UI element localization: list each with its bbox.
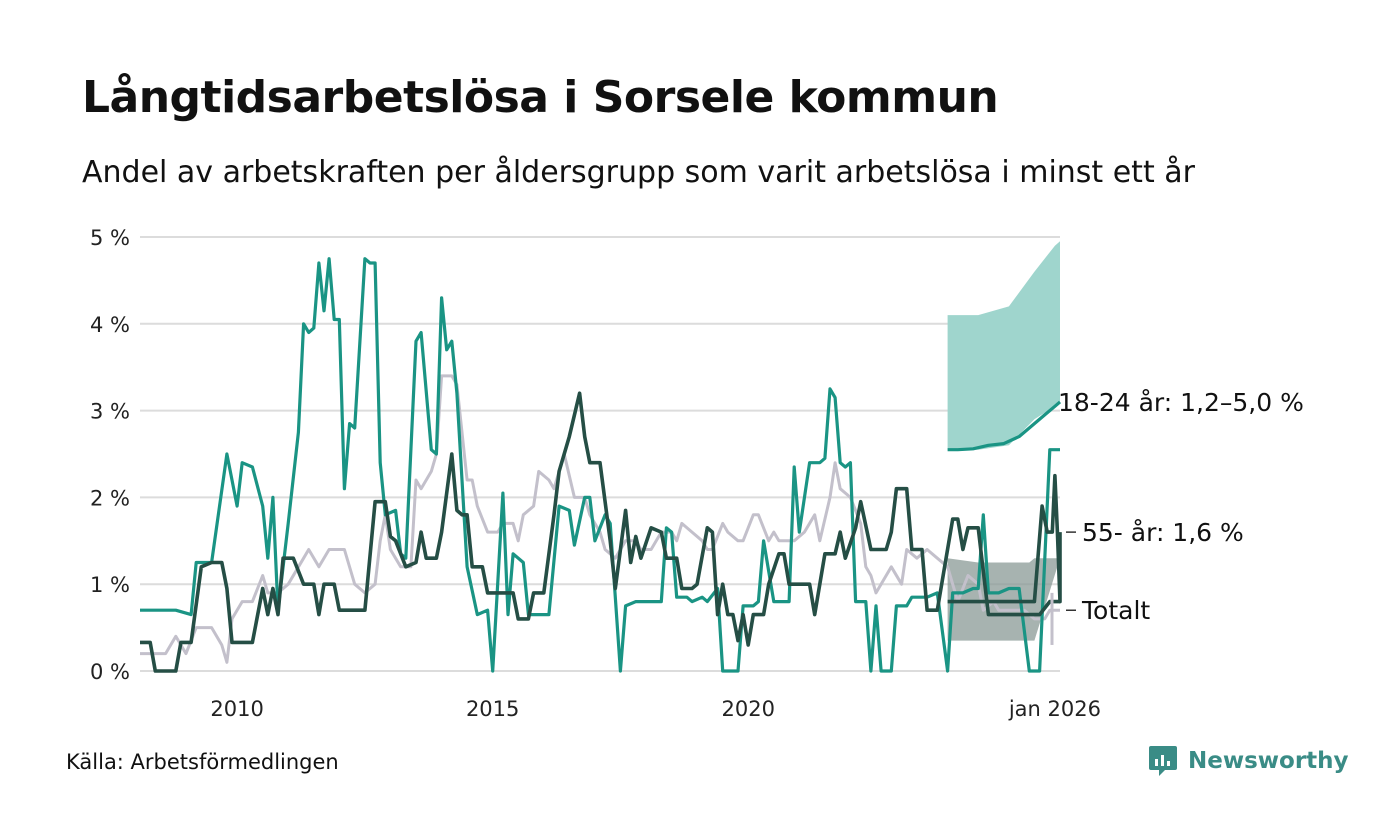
y-tick-label: 5 % [90, 226, 130, 250]
y-axis-tick-labels: 0 % 1 % 2 % 3 % 4 % 5 % [90, 226, 130, 684]
y-tick-label: 3 % [90, 400, 130, 424]
end-label-young: 18-24 år: 1,2–5,0 % [1058, 388, 1304, 417]
newsworthy-logo-icon [1149, 746, 1177, 776]
x-tick-label: 2010 [210, 697, 263, 721]
brand-name: Newsworthy [1188, 748, 1349, 774]
series-end-labels: Totalt 18-24 år: 1,2–5,0 % 55- år: 1,6 % [1058, 388, 1304, 625]
end-label-older: 55- år: 1,6 % [1082, 518, 1244, 547]
end-label-total: Totalt [1081, 596, 1150, 625]
series-lines [140, 257, 1062, 673]
series-line-older [140, 391, 1060, 673]
band-young [947, 241, 1060, 450]
x-axis-tick-labels: 2010 2015 2020 jan 2026 [210, 697, 1101, 721]
forecast-line-young [947, 400, 1062, 452]
y-tick-label: 0 % [90, 660, 130, 684]
forecast-line-older [947, 473, 1062, 604]
x-tick-label: 2015 [466, 697, 519, 721]
chart-title: Långtidsarbetslösa i Sorsele kommun [82, 72, 999, 123]
x-tick-label: jan 2026 [1008, 697, 1101, 721]
y-tick-label: 1 % [90, 573, 130, 597]
band-older [947, 558, 1060, 641]
x-tick-label: 2020 [721, 697, 774, 721]
brand-logo: Newsworthy [1148, 744, 1349, 778]
chart-subtitle: Andel av arbetskraften per åldersgrupp s… [82, 155, 1195, 190]
y-tick-label: 4 % [90, 313, 130, 337]
source-note: Källa: Arbetsförmedlingen [66, 750, 339, 774]
uncertainty-bands [947, 241, 1060, 641]
y-tick-label: 2 % [90, 486, 130, 510]
series-line-total [140, 374, 1060, 664]
